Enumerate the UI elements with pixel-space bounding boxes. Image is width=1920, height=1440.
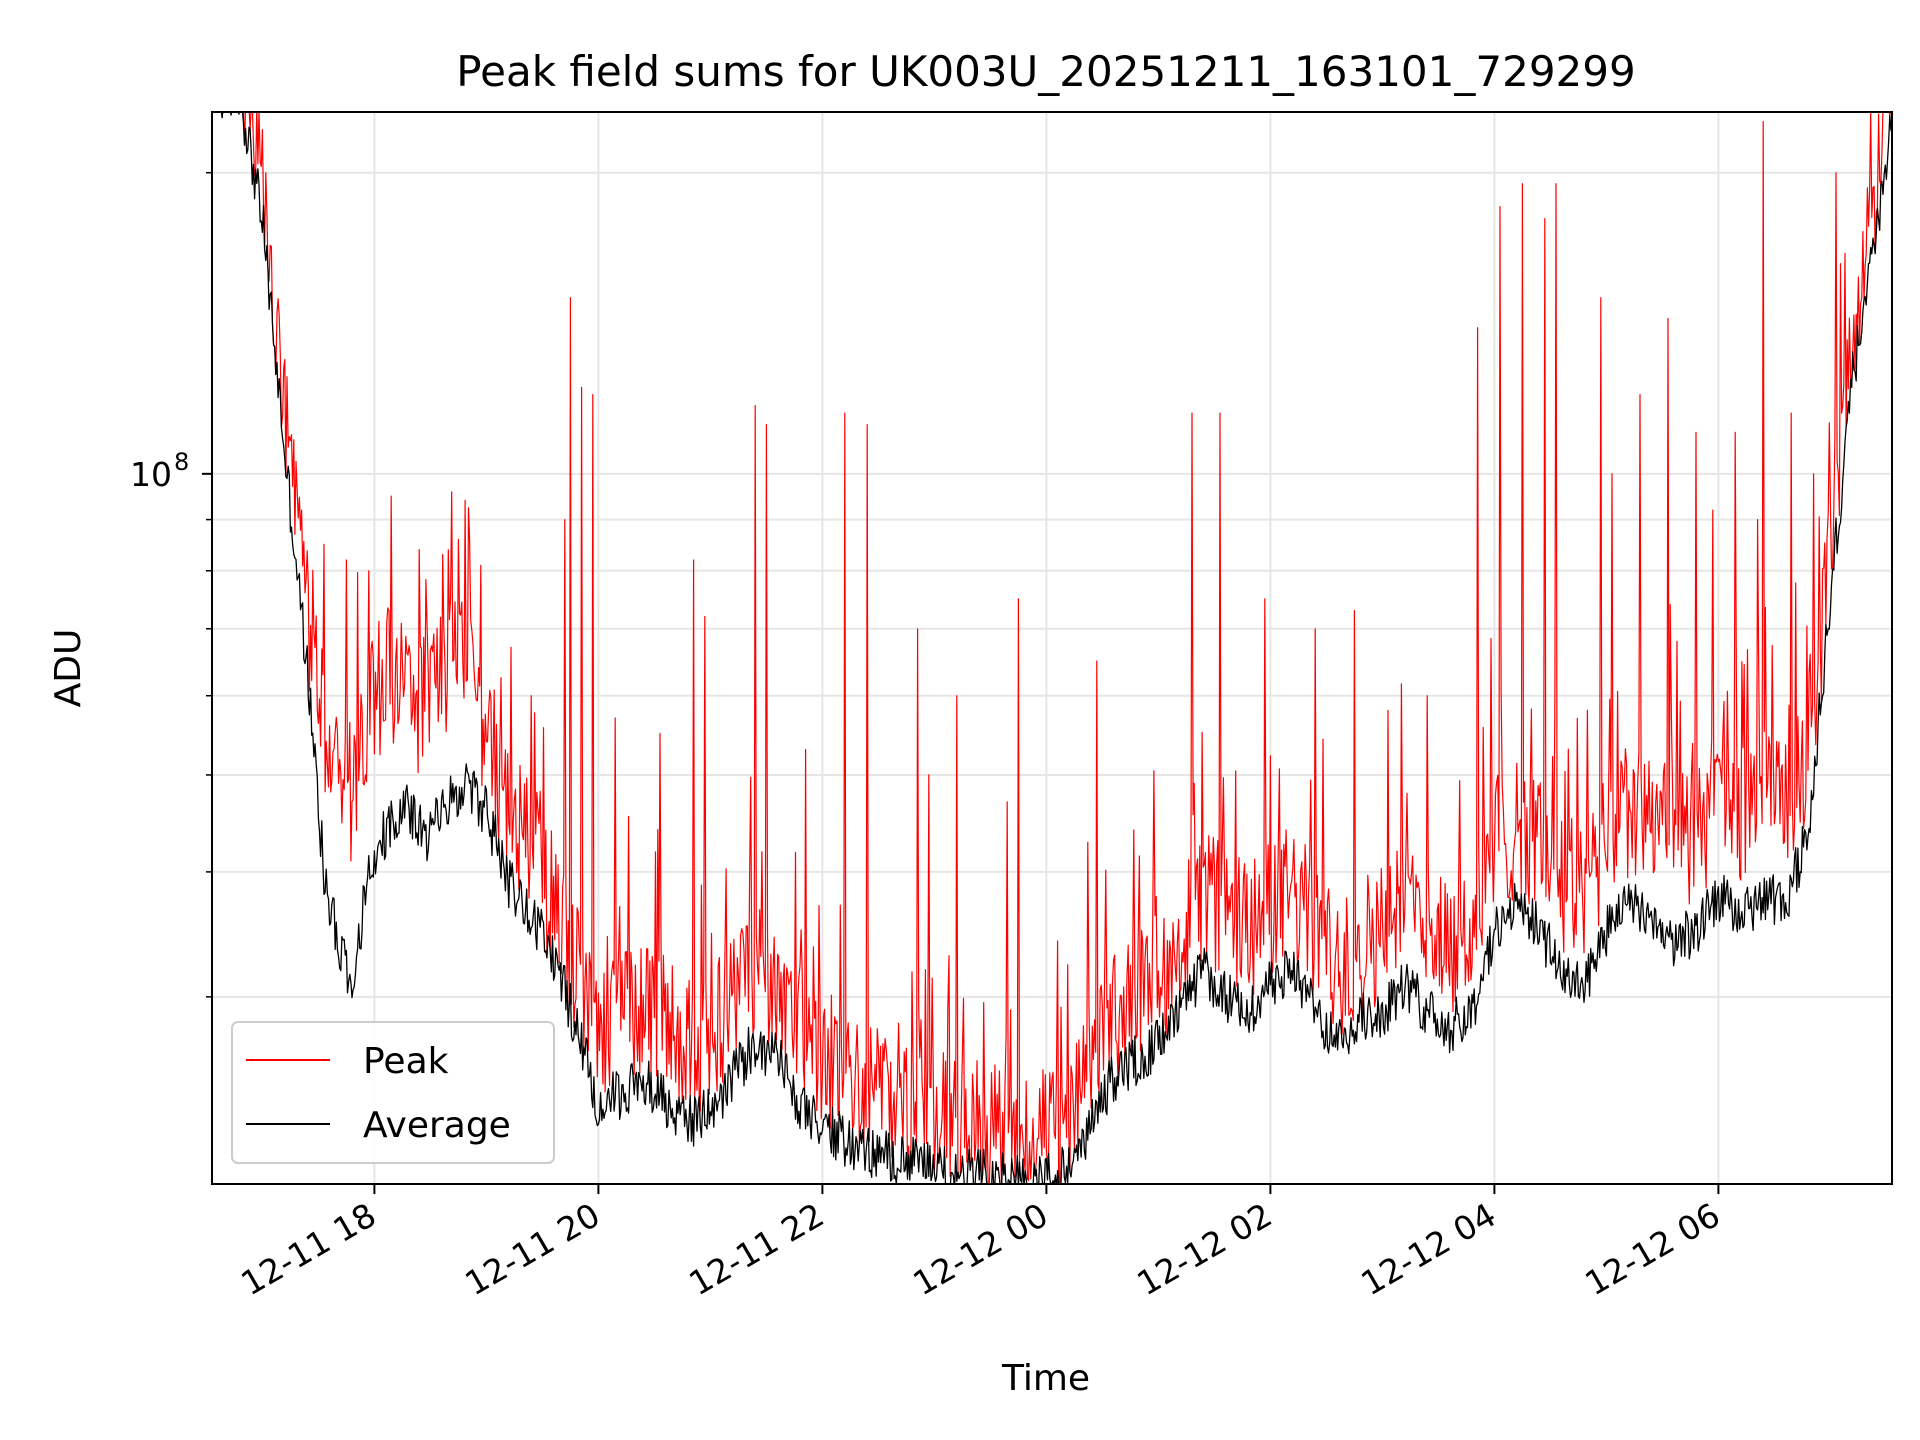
y-axis-label: ADU bbox=[48, 629, 89, 708]
legend: Peak Average bbox=[231, 1021, 555, 1164]
legend-box bbox=[231, 1021, 555, 1164]
y-tick-label-exponent: 8 bbox=[174, 448, 189, 476]
series-line-peak bbox=[220, 112, 1891, 1184]
y-tick-label: 10 bbox=[130, 455, 172, 494]
legend-label-peak: Peak bbox=[363, 1041, 449, 1082]
chart-title: Peak field sums for UK003U_20251211_1631… bbox=[456, 47, 1635, 96]
x-axis-label: Time bbox=[1001, 1358, 1090, 1399]
legend-label-average: Average bbox=[363, 1105, 511, 1146]
plot-frame bbox=[211, 111, 1893, 1185]
